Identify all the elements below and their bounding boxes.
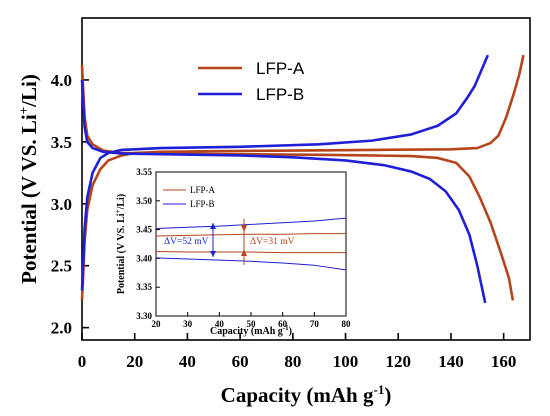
inset-series-lfp-b-discharge-curve <box>155 257 347 271</box>
main-y-tick-label: 3.5 <box>51 133 72 152</box>
main-y-tick-label: 2.5 <box>51 257 72 276</box>
inset-x-axis-label: Capacity (mAh g-1) <box>210 324 292 337</box>
legend-label-lfp-b: LFP-B <box>256 85 304 104</box>
legend-label-lfp-a: LFP-A <box>256 59 305 78</box>
inset-series-lfp-b-charge-curve <box>155 217 347 229</box>
inset-annotations: ΔV=52 mV ΔV=31 mV <box>164 219 295 265</box>
inset-x-tick-label: 70 <box>310 319 320 329</box>
main-series <box>80 54 525 304</box>
inset-y-tick-label: 3.45 <box>136 225 152 235</box>
inset-y-tick-label: 3.30 <box>136 311 152 321</box>
main-y-tick-label: 4.0 <box>51 71 72 90</box>
main-plot-frame <box>81 17 531 341</box>
main-x-tick-label: 140 <box>438 352 464 371</box>
delta-v-a-label: ΔV=31 mV <box>250 237 295 247</box>
inset-y-tick-label: 3.55 <box>136 167 152 177</box>
main-x-tick-label: 80 <box>284 352 301 371</box>
main-x-tick-label: 0 <box>78 352 87 371</box>
inset-x-tick-label: 20 <box>152 319 162 329</box>
main-x-axis-label: Capacity (mAh g-1) <box>221 382 392 407</box>
main-x-tick-label: 60 <box>232 352 249 371</box>
inset-background <box>156 172 346 316</box>
inset-y-tick-label: 3.40 <box>136 253 152 263</box>
main-y-tick-label: 2.0 <box>51 319 72 338</box>
main-x-tick-label: 100 <box>333 352 359 371</box>
inset-x-tick-label: 30 <box>183 319 193 329</box>
inset-y-tick-label: 3.50 <box>136 196 152 206</box>
main-ticks: 0 20 40 60 80 100 120 140 160 2.0 2.5 3.0 3.5 4.0 <box>51 71 517 371</box>
main-x-tick-label: 160 <box>491 352 517 371</box>
inset-legend: LFP-A LFP-B <box>163 185 216 209</box>
main-series-lfp-b-discharge-curve <box>80 79 487 304</box>
main-legend: LFP-A LFP-B <box>198 59 305 104</box>
delta-v-a-arrowhead-lower <box>241 249 247 256</box>
inset-series-lfp-a-discharge-curve <box>155 250 346 254</box>
main-series-lfp-a-discharge-curve <box>80 64 515 301</box>
main-x-tick-label: 120 <box>385 352 411 371</box>
main-series-lfp-b-charge-curve <box>80 54 490 291</box>
inset-y-axis-label: Potential (V VS. Li+/Li) <box>114 194 127 294</box>
delta-v-b-arrowhead-bottom <box>210 251 216 257</box>
inset-x-tick-label: 40 <box>215 319 225 329</box>
main-y-axis-label: Potential (V VS. Li+/Li) <box>16 74 41 284</box>
inset-series-lfp-a-charge-curve <box>155 233 346 237</box>
inset-y-tick-label: 3.35 <box>136 282 152 292</box>
delta-v-b-label: ΔV=52 mV <box>164 237 209 247</box>
delta-v-b-arrowhead-top <box>210 223 216 229</box>
inset-x-tick-label: 60 <box>278 319 288 329</box>
main-x-tick-label: 40 <box>179 352 196 371</box>
main-series-lfp-a-charge-curve <box>80 54 525 301</box>
inset-ticks: 20 30 40 50 60 70 80 3.30 3.35 3.40 3.45 3.50 3.55 <box>136 167 351 329</box>
inset-x-tick-label: 80 <box>342 319 352 329</box>
delta-v-a-arrowhead-upper <box>241 225 247 232</box>
inset-legend-label-lfp-a: LFP-A <box>190 185 216 195</box>
inset-series <box>155 217 347 271</box>
main-y-tick-label: 3.0 <box>51 195 72 214</box>
main-x-tick-label: 20 <box>126 352 143 371</box>
inset-x-tick-label: 50 <box>247 319 257 329</box>
inset-legend-label-lfp-b: LFP-B <box>190 199 215 209</box>
